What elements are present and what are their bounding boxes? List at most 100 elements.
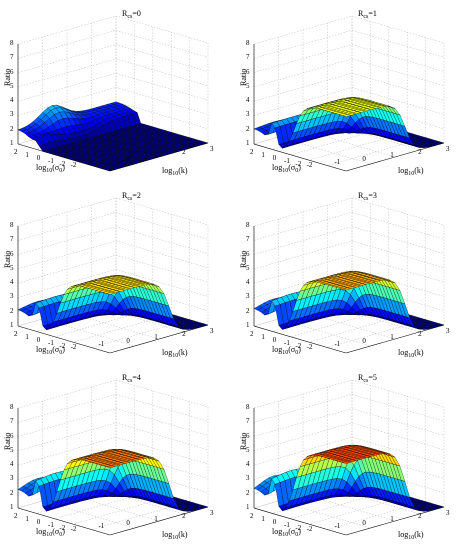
sigma-tick-label: -2 [295, 342, 302, 351]
sigma-tick-label: 1 [261, 333, 265, 342]
surface-patch [105, 291, 116, 295]
z-gridline [17, 422, 209, 452]
k-tick-label: 0 [126, 154, 130, 163]
sigma-tick-label: 0 [272, 336, 277, 345]
surface-plot [17, 379, 209, 536]
floor-gridline [17, 479, 117, 509]
z-tick-label: 6 [246, 249, 250, 258]
floor-gridline [91, 319, 190, 348]
z-gridline [17, 436, 209, 466]
sigma-tick-label: -1 [284, 157, 290, 166]
k-tick-label: -2 [70, 160, 77, 169]
z-tick-label: 5 [246, 263, 250, 272]
z-gridline [253, 87, 445, 116]
z-tick-label: 7 [246, 53, 250, 62]
z-gridline [17, 269, 209, 298]
surface-patch [105, 465, 116, 469]
sigma-axis-line [109, 506, 209, 536]
k-tick-label: -1 [334, 339, 341, 348]
z-tick-label: 3 [10, 110, 14, 119]
k-tick-label: 0 [126, 336, 130, 345]
sigma-tick-label: 0 [272, 154, 277, 163]
sigma-tick-label: -2 [59, 342, 66, 351]
z-tick-label: 5 [10, 263, 14, 272]
surface-panel: 1 2 3 4 5 6 7 8 2 1 0 -1 -2 -2 -1 0 1 2 3 Ratio log10(σ0) log… [236, 364, 471, 545]
z-tick-label: 7 [10, 235, 14, 244]
z-gridline [17, 408, 209, 437]
z-tick-label: 6 [10, 249, 14, 258]
z-axis-label: Ratio [239, 432, 248, 450]
z-gridline [253, 58, 445, 88]
floor-gridline [253, 115, 353, 145]
sigma-tick-label: 1 [261, 151, 265, 160]
z-gridline [17, 254, 209, 284]
z-tick-label: 3 [10, 474, 14, 483]
k-axis-label: log10(k) [398, 348, 424, 359]
z-gridline [17, 226, 209, 255]
k-tick-label: 0 [126, 518, 130, 527]
sigma-axis-line [109, 324, 209, 354]
z-gridline [253, 240, 445, 270]
sigma-tick-label: -1 [48, 339, 54, 348]
z-gridline [253, 394, 445, 423]
k-tick-label: -1 [334, 157, 341, 166]
sigma-tick-label: -2 [295, 160, 302, 169]
k-axis-line [253, 507, 347, 536]
z-gridline [253, 408, 445, 437]
z-gridline [253, 379, 445, 409]
floor-gridline [253, 479, 353, 509]
floor-gridline [290, 126, 389, 156]
z-tick-label: 6 [10, 431, 14, 440]
z-gridline [17, 394, 209, 423]
z-tick-label: 8 [246, 39, 250, 47]
z-tick-label: 8 [10, 221, 14, 229]
floor-gridline [73, 495, 172, 525]
z-gridline [253, 30, 445, 59]
axes [253, 408, 445, 536]
z-tick-label: 2 [246, 488, 250, 497]
floor-gridline [91, 501, 190, 530]
z-tick-label: 4 [246, 96, 250, 105]
surface-panel: 1 2 3 4 5 6 7 8 2 1 0 -1 -2 -2 -1 0 1 2 3 Ratio log10(σ0) log… [0, 364, 235, 545]
surface-plot [253, 379, 445, 536]
z-tick-label: 8 [10, 39, 14, 47]
z-gridline [17, 72, 209, 102]
k-tick-label: 1 [154, 151, 158, 160]
sigma-axis-label: log10(σ0) [272, 345, 301, 356]
sigma-tick-label: 2 [14, 148, 18, 156]
floor-gridline [73, 313, 172, 343]
z-tick-label: 2 [10, 124, 14, 133]
sigma-tick-label: -1 [48, 521, 54, 530]
z-tick-label: 8 [246, 403, 250, 411]
z-tick-label: 2 [10, 488, 14, 497]
z-tick-label: 1 [246, 139, 250, 147]
k-tick-label: -1 [98, 339, 105, 348]
k-tick-label: 3 [446, 327, 450, 335]
surface-patch [341, 114, 352, 117]
k-tick-label: 1 [390, 515, 394, 524]
k-tick-label: -1 [334, 521, 341, 530]
sigma-axis-label: log10(σ0) [36, 345, 65, 356]
sigma-tick-label: -2 [59, 524, 66, 533]
k-tick-label: 3 [210, 509, 214, 517]
surface-panel: 1 2 3 4 5 6 7 8 2 1 0 -1 -2 -2 -1 0 1 2 3 Ratio log10(σ0) log… [0, 182, 235, 363]
k-tick-label: -1 [98, 157, 105, 166]
k-tick-label: 2 [418, 330, 422, 339]
sigma-axis-line [345, 324, 445, 354]
z-gridline [17, 212, 209, 241]
z-gridline [17, 15, 209, 45]
z-tick-label: 8 [246, 221, 250, 229]
z-gridline [253, 226, 445, 255]
z-tick-label: 5 [246, 81, 250, 90]
k-tick-label: 2 [418, 148, 422, 157]
k-tick-label: 2 [182, 512, 186, 521]
sigma-tick-label: 0 [36, 154, 41, 163]
panel-title: Rcs=1 [358, 9, 377, 20]
z-tick-label: 5 [10, 81, 14, 90]
sigma-tick-label: -1 [284, 339, 290, 348]
z-gridline [17, 87, 209, 116]
z-gridline [17, 58, 209, 88]
z-tick-label: 6 [246, 67, 250, 76]
z-gridline [253, 15, 445, 45]
k-tick-label: 1 [390, 333, 394, 342]
